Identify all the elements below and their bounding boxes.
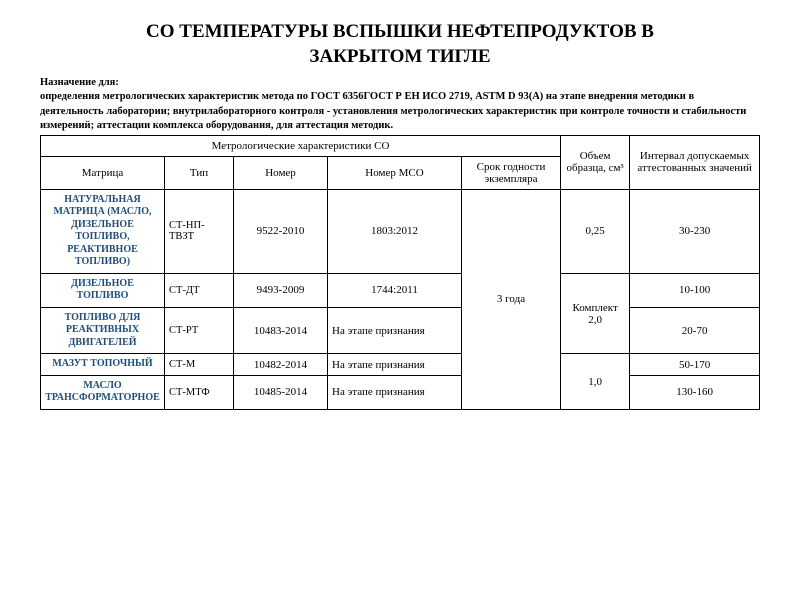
cell-matrix: ДИЗЕЛЬНОЕ ТОПЛИВО	[41, 273, 165, 307]
cell-number: 10483-2014	[234, 307, 328, 354]
cell-interval: 130-160	[630, 375, 760, 409]
cell-type: СТ-РТ	[165, 307, 234, 354]
purpose-text: определения метрологических характеристи…	[40, 90, 760, 133]
header-shelf: Срок годности экземпляра	[462, 156, 561, 189]
cell-interval: 50-170	[630, 354, 760, 376]
cell-matrix: МАЗУТ ТОПОЧНЫЙ	[41, 354, 165, 376]
cell-number: 9522-2010	[234, 189, 328, 273]
header-number: Номер	[234, 156, 328, 189]
cell-mso: На этапе признания	[328, 354, 462, 376]
cell-mso: 1803:2012	[328, 189, 462, 273]
table-row: ДИЗЕЛЬНОЕ ТОПЛИВО СТ-ДТ 9493-2009 1744:2…	[41, 273, 760, 307]
header-group: Метрологические характеристики СО	[41, 135, 561, 156]
cell-type: СТ-М	[165, 354, 234, 376]
cell-shelf: 3 года	[462, 189, 561, 409]
title-line-1: СО ТЕМПЕРАТУРЫ ВСПЫШКИ НЕФТЕПРОДУКТОВ В	[146, 21, 654, 42]
table-row: МАСЛО ТРАНСФОРМАТОРНОЕ СТ-МТФ 10485-2014…	[41, 375, 760, 409]
table-row: НАТУРАЛЬНАЯ МАТРИЦА (МАСЛО, ДИЗЕЛЬНОЕ ТО…	[41, 189, 760, 273]
table-row: ТОПЛИВО ДЛЯ РЕАКТИВНЫХ ДВИГАТЕЛЕЙ СТ-РТ …	[41, 307, 760, 354]
page-title: СО ТЕМПЕРАТУРЫ ВСПЫШКИ НЕФТЕПРОДУКТОВ В …	[40, 20, 760, 69]
cell-matrix: МАСЛО ТРАНСФОРМАТОРНОЕ	[41, 375, 165, 409]
cell-type: СТ-НП-ТВЗТ	[165, 189, 234, 273]
cell-type: СТ-ДТ	[165, 273, 234, 307]
table-row: МАЗУТ ТОПОЧНЫЙ СТ-М 10482-2014 На этапе …	[41, 354, 760, 376]
header-matrix: Матрица	[41, 156, 165, 189]
cell-matrix: НАТУРАЛЬНАЯ МАТРИЦА (МАСЛО, ДИЗЕЛЬНОЕ ТО…	[41, 189, 165, 273]
table-header-row-1: Метрологические характеристики СО Объем …	[41, 135, 760, 156]
data-table: Метрологические характеристики СО Объем …	[40, 135, 760, 410]
cell-mso: 1744:2011	[328, 273, 462, 307]
header-volume: Объем образца, см³	[561, 135, 630, 189]
cell-type: СТ-МТФ	[165, 375, 234, 409]
cell-number: 10485-2014	[234, 375, 328, 409]
cell-interval: 20-70	[630, 307, 760, 354]
header-type: Тип	[165, 156, 234, 189]
cell-volume: 0,25	[561, 189, 630, 273]
cell-mso: На этапе признания	[328, 307, 462, 354]
cell-matrix: ТОПЛИВО ДЛЯ РЕАКТИВНЫХ ДВИГАТЕЛЕЙ	[41, 307, 165, 354]
header-mso: Номер МСО	[328, 156, 462, 189]
header-interval: Интервал допускаемых аттестованных значе…	[630, 135, 760, 189]
purpose-label: Назначение для:	[40, 77, 760, 88]
cell-number: 9493-2009	[234, 273, 328, 307]
title-line-2: ЗАКРЫТОМ ТИГЛЕ	[309, 46, 490, 67]
cell-interval: 30-230	[630, 189, 760, 273]
cell-interval: 10-100	[630, 273, 760, 307]
cell-mso: На этапе признания	[328, 375, 462, 409]
cell-volume: 1,0	[561, 354, 630, 410]
cell-volume: Комплект 2,0	[561, 273, 630, 354]
cell-number: 10482-2014	[234, 354, 328, 376]
